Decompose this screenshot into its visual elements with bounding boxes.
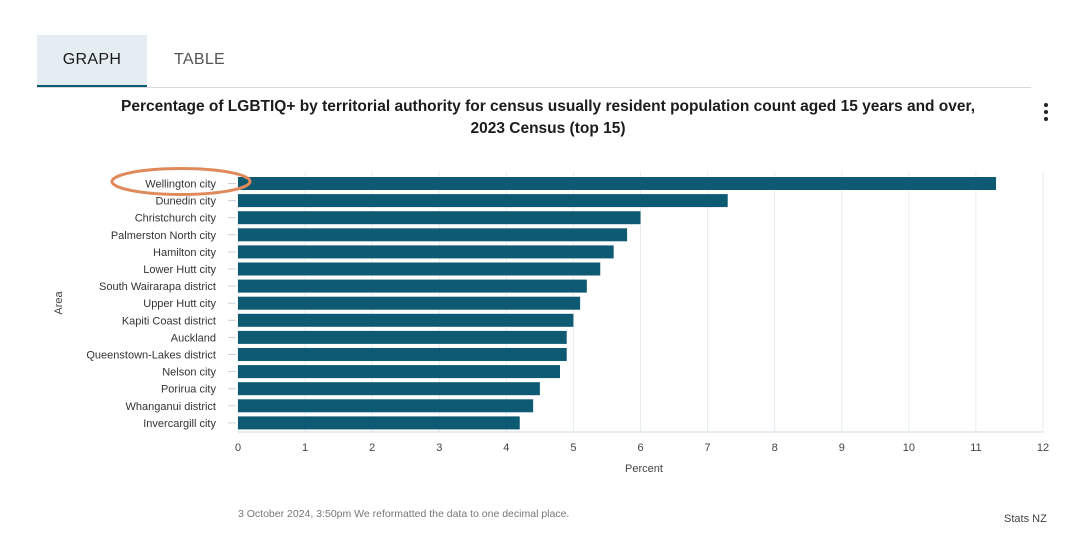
bar — [238, 194, 728, 208]
x-tick-label: 10 — [903, 442, 915, 454]
x-tick-label: 2 — [369, 442, 375, 454]
bar — [238, 313, 574, 327]
credit-link[interactable]: Stats NZ — [1004, 513, 1047, 525]
footnote: 3 October 2024, 3:50pm We reformatted th… — [238, 508, 570, 520]
bar — [238, 228, 628, 242]
x-tick-label: 8 — [772, 442, 778, 454]
chart-title-line-1: Percentage of LGBTIQ+ by territorial aut… — [121, 98, 975, 115]
category-label: Auckland — [171, 332, 216, 344]
category-label: Hamilton city — [153, 247, 216, 259]
category-label: Porirua city — [161, 384, 217, 396]
x-tick-label: 0 — [235, 442, 241, 454]
y-axis-title: Area — [53, 291, 65, 315]
highlight-ring — [110, 167, 252, 196]
x-tick-label: 9 — [839, 442, 845, 454]
x-tick-label: 7 — [705, 442, 711, 454]
bar — [238, 348, 567, 361]
category-label: Whanganui district — [126, 401, 217, 413]
x-tick-label: 1 — [302, 442, 308, 454]
category-label: Invercargill city — [143, 418, 216, 430]
category-label: Nelson city — [162, 367, 216, 379]
category-label: Queenstown-Lakes district — [86, 350, 216, 362]
x-tick-label: 5 — [570, 442, 576, 454]
more-vertical-icon[interactable] — [1036, 100, 1056, 124]
bar — [238, 262, 601, 276]
category-label: Palmerston North city — [111, 230, 217, 242]
tab-table[interactable]: TABLE — [174, 51, 225, 68]
bar — [238, 279, 587, 293]
bar — [238, 382, 540, 396]
x-axis-title: Percent — [625, 463, 663, 475]
chart-title: Percentage of LGBTIQ+ by territorial aut… — [60, 96, 1036, 140]
bar — [238, 330, 567, 344]
bar — [238, 211, 641, 225]
category-label: South Wairarapa district — [99, 281, 216, 293]
bar — [238, 245, 614, 259]
x-tick-label: 6 — [637, 442, 643, 454]
chart-title-line-2: 2023 Census (top 15) — [470, 120, 626, 137]
bar — [238, 399, 534, 413]
category-label: Christchurch city — [135, 213, 217, 225]
bar — [238, 416, 520, 430]
category-label: Dunedin city — [155, 196, 216, 208]
x-tick-label: 3 — [436, 442, 442, 454]
tab-graph[interactable]: GRAPH — [37, 35, 147, 87]
view-tabs: GRAPH TABLE — [37, 35, 1031, 88]
bar — [238, 296, 581, 310]
category-label: Upper Hutt city — [143, 298, 216, 310]
bar — [238, 365, 560, 379]
x-tick-label: 4 — [503, 442, 509, 454]
category-label: Kapiti Coast district — [122, 315, 216, 327]
x-tick-label: 12 — [1037, 442, 1049, 454]
bar — [238, 177, 997, 190]
category-label: Wellington city — [145, 179, 216, 191]
x-tick-label: 11 — [970, 442, 981, 454]
category-label: Lower Hutt city — [143, 264, 216, 276]
